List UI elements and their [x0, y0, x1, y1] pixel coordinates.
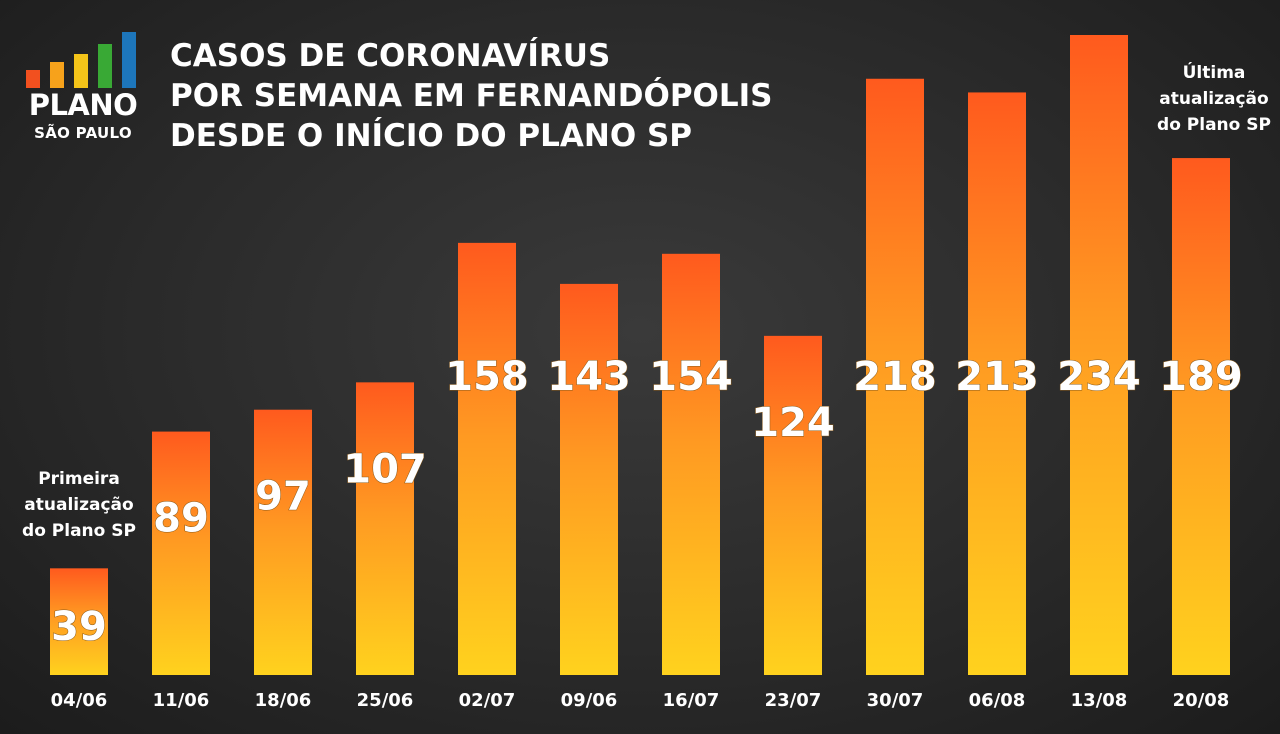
bar-value-label: 158 [445, 354, 529, 400]
bars-layer [50, 35, 1230, 676]
annotation-line: atualização [1159, 89, 1269, 109]
x-tick-label: 11/06 [153, 690, 210, 711]
bar-18-06 [254, 409, 312, 675]
x-tick-label: 30/07 [867, 690, 924, 711]
chart-title-line: POR SEMANA EM FERNANDÓPOLIS [170, 78, 773, 114]
x-tick-label: 04/06 [51, 690, 108, 711]
first-update-annotation: Primeira atualização do Plano SP [14, 466, 144, 544]
bar-value-label: 124 [751, 400, 835, 446]
bar-value-label: 218 [853, 354, 937, 400]
logo-text-plano: PLANO [28, 88, 138, 122]
logo-bar [50, 62, 64, 88]
annotation-line: Primeira [38, 469, 120, 489]
chart-title: CASOS DE CORONAVÍRUS POR SEMANA EM FERNA… [170, 36, 773, 156]
bar-value-label: 97 [255, 474, 311, 520]
last-update-annotation: Última atualização do Plano SP [1150, 60, 1278, 138]
x-tick-label: 02/07 [459, 690, 516, 711]
bar-value-label: 234 [1057, 354, 1141, 400]
x-tick-label: 25/06 [357, 690, 414, 711]
bar-16-07 [662, 253, 720, 676]
bar-value-label: 143 [547, 354, 631, 400]
annotation-line: do Plano SP [1157, 115, 1271, 135]
x-tick-label: 23/07 [765, 690, 822, 711]
annotation-line: Última [1182, 63, 1246, 83]
bar-value-label: 107 [343, 446, 427, 492]
bar-04-06 [50, 568, 108, 675]
logo-bar [122, 32, 136, 88]
plano-sao-paulo-logo: PLANO SÃO PAULO [22, 30, 144, 150]
bar-value-label: 213 [955, 354, 1039, 400]
bar-30-07 [866, 78, 924, 675]
logo-bar [74, 54, 88, 88]
bar-value-label: 189 [1159, 354, 1243, 400]
logo-bar [98, 44, 112, 88]
bar-25-06 [356, 382, 414, 675]
x-tick-label: 09/06 [561, 690, 618, 711]
logo-bar [26, 70, 40, 88]
value-labels-layer: 39 89 97 107 158 143 154 124 218 213 234 189 [51, 354, 1244, 651]
chart-title-line: DESDE O INÍCIO DO PLANO SP [170, 118, 693, 154]
x-tick-label: 18/06 [255, 690, 312, 711]
x-tick-label: 06/08 [969, 690, 1026, 711]
chart-title-line: CASOS DE CORONAVÍRUS [170, 38, 611, 74]
bar-23-07 [764, 335, 822, 675]
annotation-line: do Plano SP [22, 521, 136, 541]
x-tick-label: 13/08 [1071, 690, 1128, 711]
logo-text-sao-paulo: SÃO PAULO [34, 124, 132, 142]
x-axis-tick-labels: 04/06 11/06 18/06 25/06 02/07 09/06 16/07 23/07… [51, 690, 1230, 711]
bar-value-label: 39 [51, 604, 107, 650]
bar-09-06 [560, 283, 618, 675]
bar-20-08 [1172, 158, 1230, 676]
bar-value-label: 89 [153, 496, 209, 542]
x-tick-label: 20/08 [1173, 690, 1230, 711]
bar-11-06 [152, 431, 210, 675]
bar-02-07 [458, 242, 516, 675]
bar-13-08 [1070, 35, 1128, 675]
x-tick-label: 16/07 [663, 690, 720, 711]
bar-06-08 [968, 92, 1026, 675]
annotation-line: atualização [24, 495, 134, 515]
bar-value-label: 154 [649, 354, 733, 400]
